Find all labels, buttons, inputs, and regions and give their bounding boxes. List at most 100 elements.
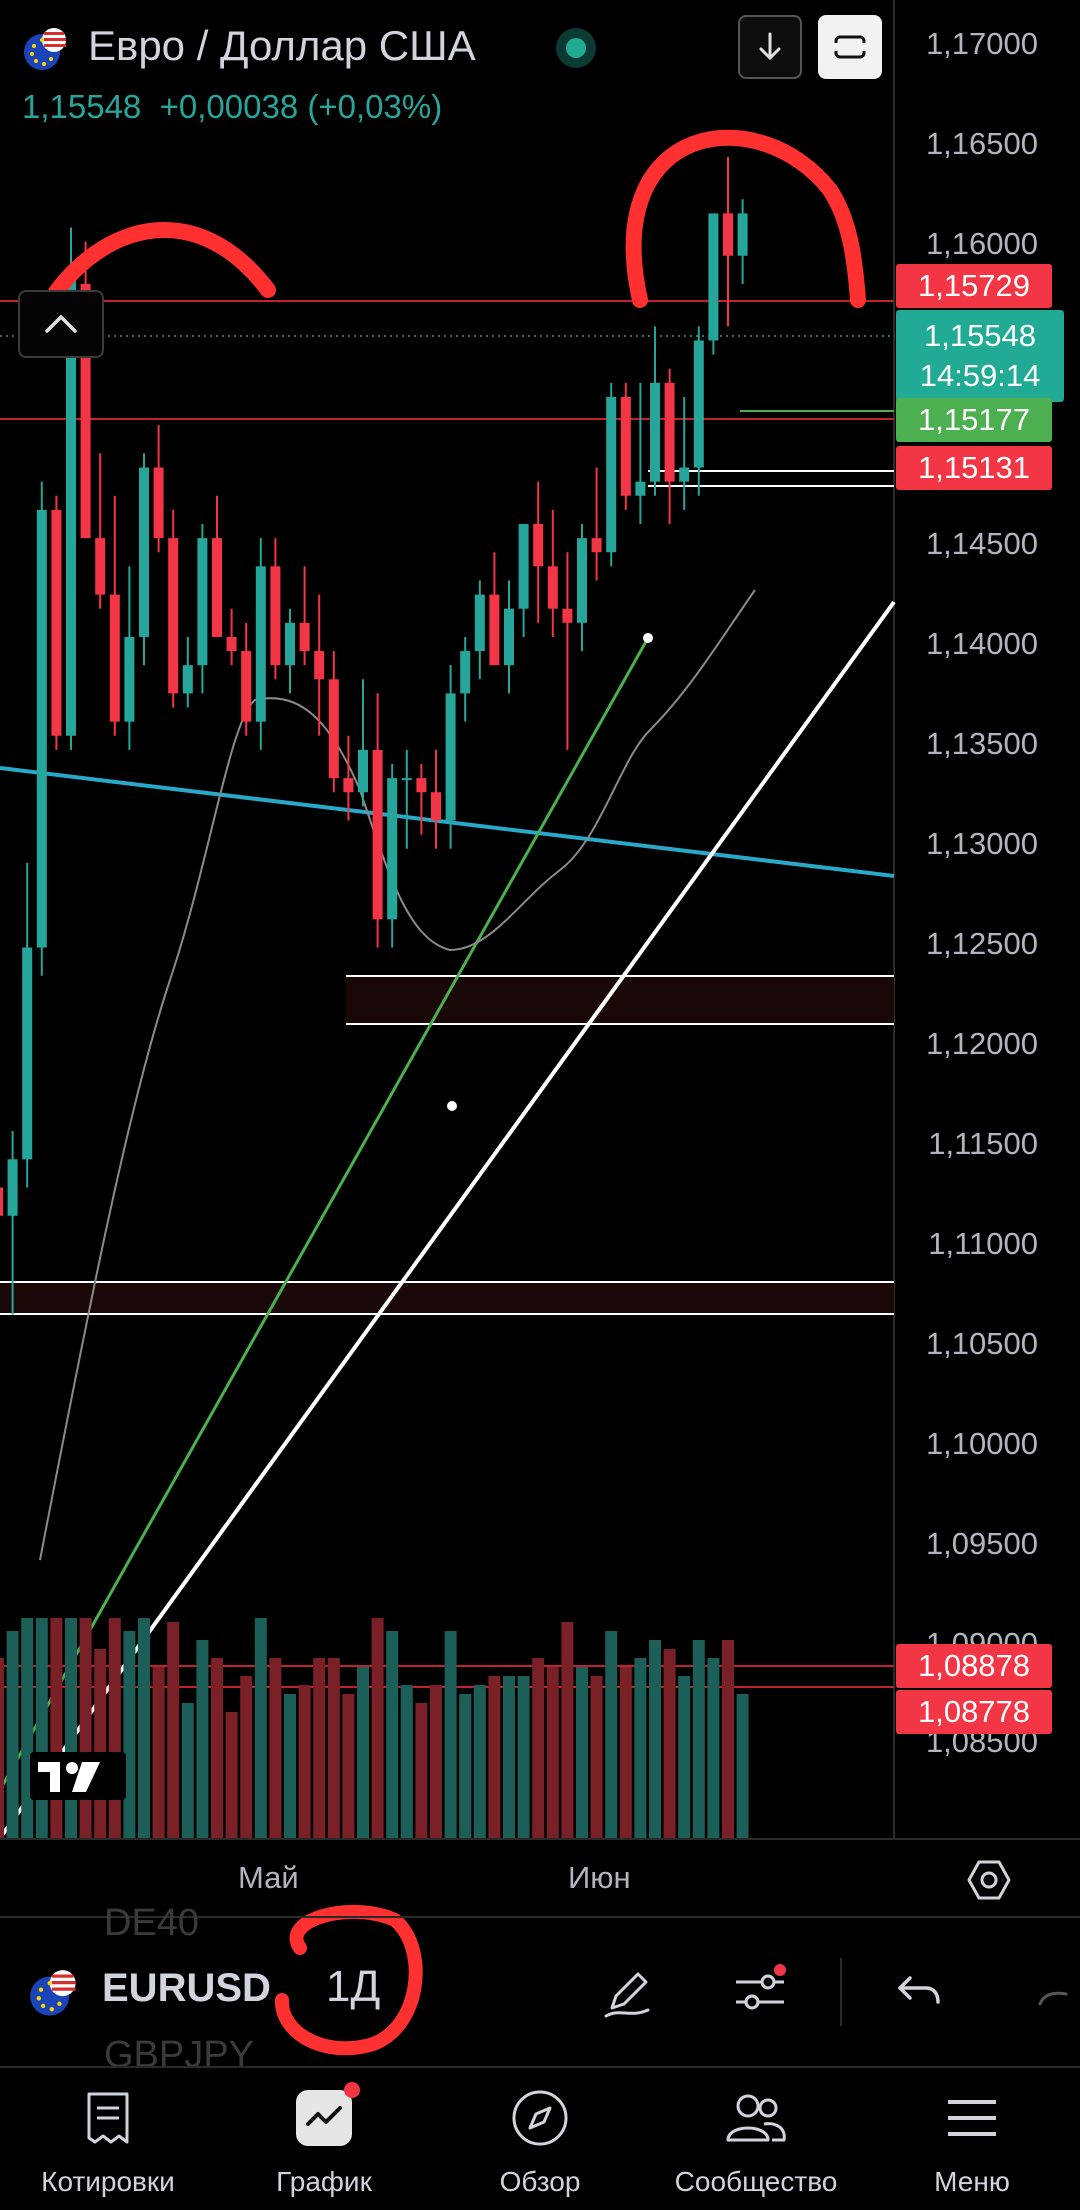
- volume-bar: [736, 1694, 749, 1838]
- volume-bar: [298, 1685, 311, 1838]
- candle-body: [635, 481, 646, 496]
- eu-us-flag-icon: [22, 26, 70, 74]
- resistance-price-tag: 1,15729: [896, 264, 1052, 308]
- gear-icon: [967, 1860, 1011, 1900]
- candle-body: [328, 679, 339, 779]
- green-level-price-tag: 1,15177: [896, 398, 1052, 442]
- nav-menu[interactable]: Меню: [864, 2068, 1080, 2210]
- volume-bar: [152, 1667, 165, 1838]
- candle-body: [153, 467, 164, 539]
- fullscreen-button[interactable]: [818, 15, 882, 79]
- drawing-tools-button[interactable]: [596, 1960, 660, 2024]
- volume-bars: [0, 1618, 749, 1838]
- price-quote: 1,15548 +0,00038 (+0,03%): [22, 88, 442, 126]
- volume-bar: [692, 1640, 705, 1838]
- nav-overview[interactable]: Обзор: [432, 2068, 648, 2210]
- candle-body: [226, 636, 237, 652]
- candle-body: [387, 778, 398, 920]
- volume-bar: [342, 1694, 355, 1838]
- candle-body: [474, 594, 485, 652]
- volume-bar: [357, 1667, 369, 1838]
- volume-bar: [605, 1631, 618, 1838]
- volume-bar: [649, 1640, 661, 1838]
- menu-icon: [940, 2086, 1004, 2150]
- volume-bar: [444, 1631, 457, 1838]
- volume-bar: [400, 1685, 413, 1838]
- download-button[interactable]: [738, 15, 802, 79]
- volume-bar: [225, 1712, 238, 1838]
- nav-community[interactable]: Сообщество: [648, 2068, 864, 2210]
- price-axis-label: 1,09500: [925, 1526, 1038, 1561]
- indicators-button[interactable]: [728, 1960, 792, 2024]
- volume-bar: [707, 1658, 720, 1838]
- collapse-button[interactable]: [18, 290, 104, 358]
- market-status-indicator[interactable]: [556, 28, 596, 68]
- price-axis-label: 1,11000: [928, 1226, 1038, 1261]
- candle-body: [299, 622, 310, 652]
- price-axis-label: 1,13000: [925, 826, 1038, 861]
- symbol-selector[interactable]: EURUSD: [102, 1966, 271, 2010]
- nav-quotes[interactable]: Котировки: [0, 2068, 216, 2210]
- quotes-icon: [76, 2086, 140, 2150]
- price-axis-label: 1,11500: [928, 1126, 1038, 1161]
- candle-body: [80, 284, 91, 539]
- eu-us-flag-icon: [28, 1968, 80, 2020]
- candle-body: [723, 213, 733, 256]
- toolbar-top-border: [0, 1916, 1080, 1918]
- volume-bar: [473, 1685, 486, 1838]
- candle-body: [285, 622, 295, 666]
- candle-body: [679, 467, 690, 482]
- price-axis-label: 1,10500: [925, 1326, 1038, 1361]
- watchlist-ghost-item: DE40: [104, 1902, 200, 1944]
- volume-bar: [386, 1631, 399, 1838]
- support-price-tag: 1,15131: [896, 446, 1052, 490]
- current-price-tag: 1,15548 14:59:14: [896, 310, 1064, 402]
- last-price: 1,15548: [22, 88, 142, 125]
- candle-body: [182, 665, 193, 694]
- candle-body: [650, 382, 660, 482]
- candle-body: [95, 538, 106, 595]
- volume-bar: [240, 1676, 253, 1838]
- nav-label: Котировки: [41, 2166, 175, 2197]
- price-axis-label: 1,12500: [925, 926, 1038, 961]
- lower-level-price-tag-1: 1,08878: [896, 1644, 1052, 1688]
- candle-body: [547, 566, 558, 609]
- notification-dot: [344, 2082, 360, 2098]
- tradingview-logo-icon: [30, 1752, 126, 1800]
- volume-bar: [503, 1676, 515, 1838]
- symbol-title[interactable]: Евро / Доллар США: [88, 22, 476, 69]
- volume-bar: [532, 1658, 545, 1838]
- candle-body: [168, 538, 179, 694]
- arrow-down-icon: [759, 32, 781, 61]
- undo-icon: [898, 1976, 940, 2004]
- volume-bar: [678, 1676, 691, 1838]
- price-axis-label: 1,14500: [925, 526, 1038, 561]
- candle-body: [255, 566, 266, 722]
- community-icon: [724, 2086, 788, 2150]
- pencil-icon: [604, 1972, 650, 2018]
- candle-body: [518, 524, 529, 609]
- candle-body: [664, 382, 675, 482]
- chart-settings-button[interactable]: [965, 1856, 1013, 1904]
- volume-bar: [561, 1622, 574, 1838]
- candle-body: [620, 396, 631, 496]
- green-trendline: [0, 637, 650, 1791]
- candle-body: [533, 524, 544, 567]
- candle-body: [460, 651, 471, 694]
- volume-bar: [138, 1618, 150, 1838]
- undo-button[interactable]: [888, 1960, 952, 2024]
- volume-bar: [488, 1676, 501, 1838]
- candle-body: [431, 792, 441, 821]
- redo-icon-partial[interactable]: [1036, 1980, 1080, 2020]
- interval-selector[interactable]: 1Д: [326, 1962, 381, 2011]
- price-axis-label: 1,16500: [925, 126, 1038, 161]
- compass-icon: [508, 2086, 572, 2150]
- candle-body: [22, 947, 33, 1160]
- volume-bar: [284, 1694, 296, 1838]
- sliders-icon: [736, 1964, 786, 2010]
- nav-label: График: [276, 2166, 372, 2197]
- nav-chart[interactable]: График: [216, 2068, 432, 2210]
- volume-bar: [371, 1618, 384, 1838]
- volume-bar: [269, 1658, 282, 1838]
